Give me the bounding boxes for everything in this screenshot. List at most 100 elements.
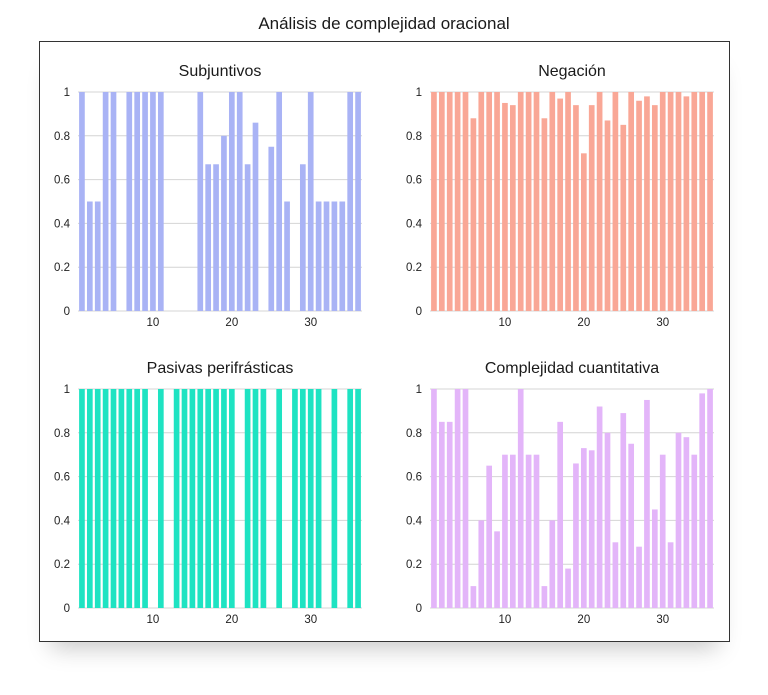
bar-15 [189, 389, 196, 608]
bar-7 [126, 92, 133, 311]
bar-9 [142, 92, 148, 311]
bar-21 [588, 105, 595, 311]
bar-23 [604, 432, 611, 608]
bar-25 [620, 413, 627, 608]
bar-30 [659, 454, 666, 608]
bar-5 [462, 92, 469, 311]
bar-26 [628, 92, 635, 311]
x-tick-label: 20 [577, 317, 590, 329]
figure-title: Análisis de complejidad oracional [258, 14, 510, 33]
bar-34 [691, 454, 698, 608]
bar-36 [707, 92, 713, 311]
bar-8 [134, 92, 141, 311]
chart-panel-1: Subjuntivos 0 0.2 0.4 0.6 0.8 1 10 20 30 [54, 63, 362, 329]
bar-11 [157, 389, 164, 608]
y-tick-label: 0.6 [406, 175, 422, 187]
y-tick-label: 0.8 [406, 131, 422, 143]
bar-23 [252, 122, 259, 311]
bar-33 [683, 96, 690, 311]
y-tick-label: 0.6 [54, 175, 70, 187]
chart-panel-4: Complejidad cuantitativa 0 0.2 0.4 0.6 0.8 1 10… [406, 360, 714, 626]
bar-20 [580, 448, 587, 608]
y-tick-label: 1 [64, 87, 70, 99]
y-tick-label: 0.4 [406, 218, 423, 230]
bar-33 [331, 389, 338, 608]
y-tick-label: 1 [416, 87, 422, 99]
bar-11 [509, 105, 516, 311]
bar-5 [462, 389, 469, 608]
subplot-title: Complejidad cuantitativa [485, 360, 659, 377]
bar-7 [478, 520, 485, 608]
bar-26 [276, 92, 283, 311]
y-tick-label: 0.2 [406, 262, 422, 274]
bar-6 [470, 586, 477, 608]
bar-18 [565, 568, 571, 608]
y-tick-label: 0 [416, 306, 422, 318]
bar-18 [213, 164, 219, 311]
bar-30 [307, 92, 314, 311]
x-tick-label: 30 [656, 317, 669, 329]
bar-22 [244, 164, 251, 311]
bar-32 [675, 432, 682, 608]
bar-21 [236, 92, 243, 311]
bar-36 [707, 389, 713, 608]
bar-15 [541, 586, 548, 608]
bar-12 [517, 389, 524, 608]
bar-18 [565, 92, 571, 311]
bar-18 [213, 389, 219, 608]
bar-22 [596, 406, 603, 608]
bar-9 [494, 92, 500, 311]
bar-13 [525, 454, 532, 608]
bar-13 [173, 389, 180, 608]
bar-28 [644, 399, 650, 608]
bar-26 [276, 389, 283, 608]
x-tick-label: 20 [577, 614, 590, 626]
bar-19 [221, 389, 227, 608]
y-tick-label: 0.2 [54, 262, 70, 274]
y-tick-label: 0.4 [54, 515, 71, 527]
bar-10 [150, 92, 156, 311]
bar-2 [438, 421, 445, 608]
y-tick-label: 0.8 [54, 428, 70, 440]
bar-16 [549, 92, 556, 311]
y-tick-label: 0.4 [54, 218, 71, 230]
x-tick-label: 20 [225, 317, 238, 329]
x-tick-label: 10 [499, 614, 512, 626]
y-tick-label: 0.6 [54, 472, 70, 484]
bar-32 [675, 92, 682, 311]
bar-21 [588, 450, 595, 608]
bar-35 [347, 389, 354, 608]
bar-31 [315, 201, 322, 311]
y-tick-label: 0.4 [406, 515, 423, 527]
bar-10 [502, 454, 508, 608]
bar-11 [157, 92, 164, 311]
bar-7 [478, 92, 485, 311]
bar-8 [134, 389, 141, 608]
bar-3 [94, 201, 101, 311]
bar-29 [299, 389, 306, 608]
chart-panel-3: Pasivas perifrásticas 0 0.2 0.4 0.6 0.8 1 10 20 3… [54, 360, 362, 626]
subplot-title: Pasivas perifrásticas [147, 360, 294, 377]
bar-19 [573, 463, 579, 608]
bar-31 [667, 542, 674, 608]
bar-5 [110, 389, 117, 608]
subplot-title: Subjuntivos [179, 63, 262, 80]
bar-7 [126, 389, 133, 608]
bar-16 [197, 389, 204, 608]
bar-32 [323, 201, 330, 311]
bar-23 [252, 389, 259, 608]
bar-1 [79, 92, 85, 311]
bar-3 [446, 421, 453, 608]
bar-20 [228, 92, 235, 311]
y-tick-label: 0 [416, 603, 422, 615]
bar-29 [299, 164, 306, 311]
bar-24 [612, 542, 619, 608]
bar-35 [699, 393, 706, 608]
y-tick-label: 0.2 [406, 559, 422, 571]
bar-30 [307, 389, 314, 608]
bar-27 [284, 201, 290, 311]
bar-14 [533, 92, 540, 311]
x-tick-label: 10 [147, 614, 160, 626]
bar-34 [691, 92, 698, 311]
y-tick-label: 1 [64, 384, 70, 396]
